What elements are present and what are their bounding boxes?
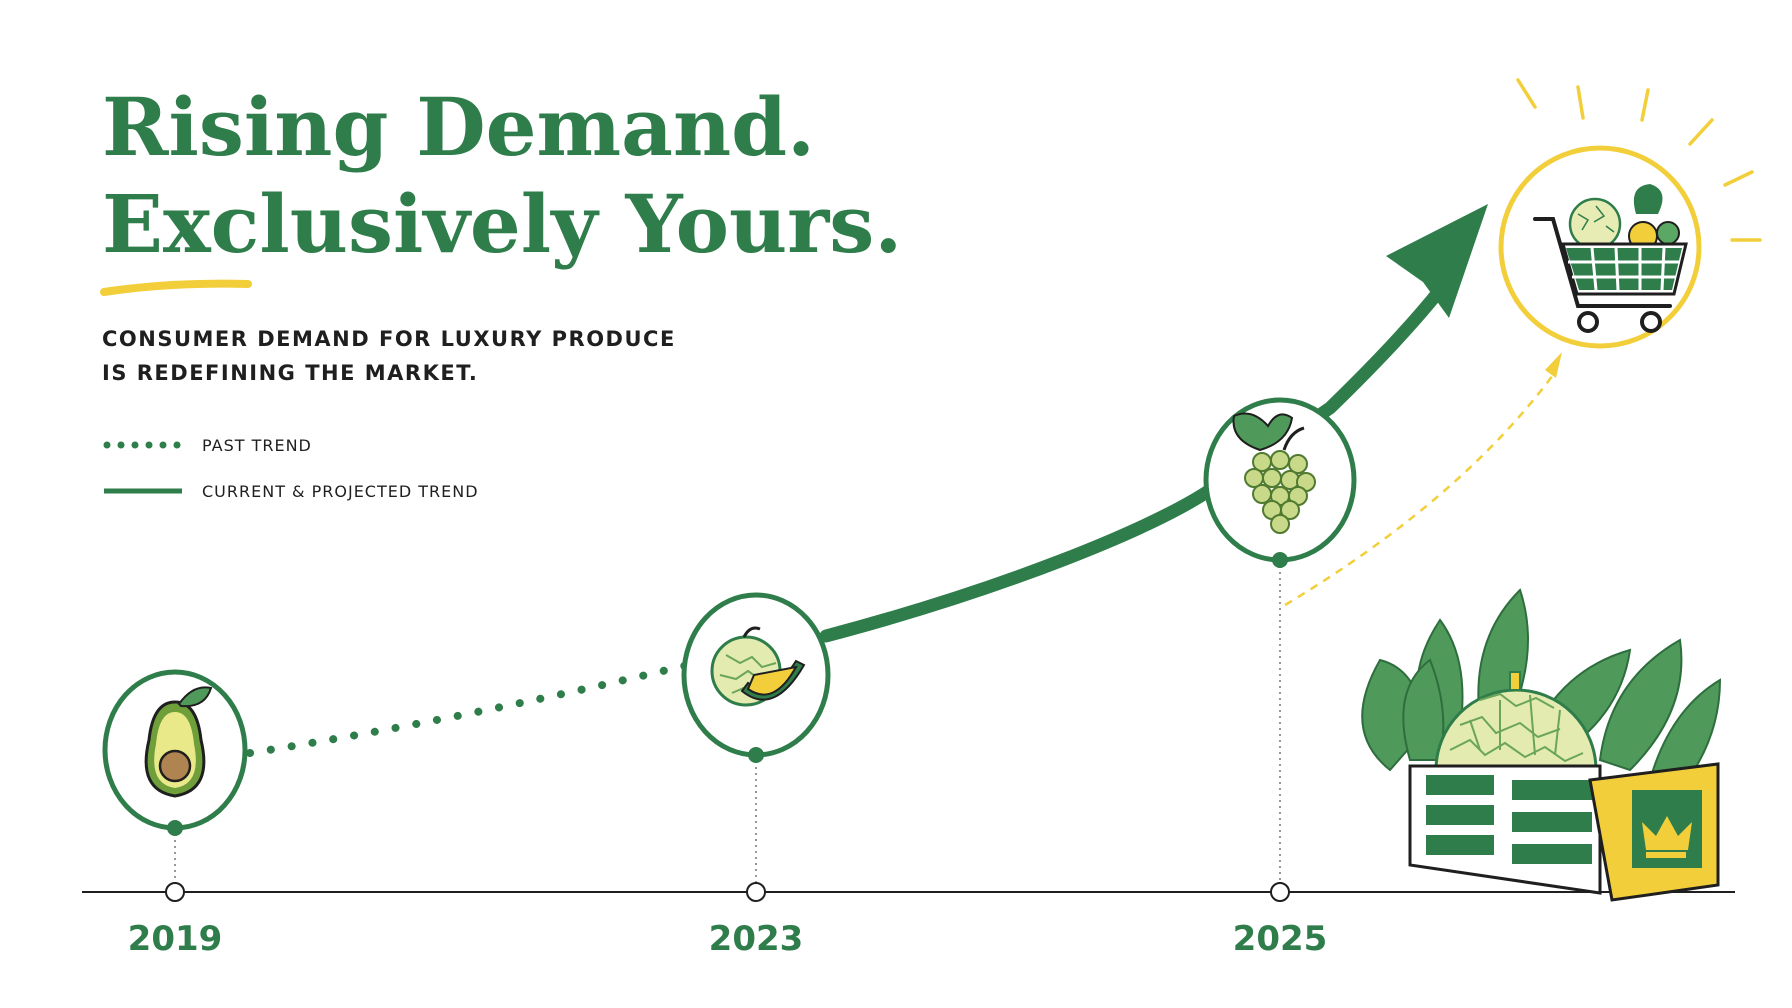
year-label-2023: 2023 [709,919,804,959]
current-trend-line [819,283,1447,643]
axis-tick [165,882,185,902]
legend-current-label: CURRENT & PROJECTED TREND [202,482,479,501]
title-line-1: Rising Demand. [102,80,815,174]
milestone-dot [167,820,183,836]
subtitle-line-2: IS REDEFINING THE MARKET. [102,361,478,385]
shopping-cart-icon [1498,78,1762,349]
axis-tick [1270,882,1290,902]
projected-line [1284,374,1555,607]
axis-tick [746,882,766,902]
legend-past-label: PAST TREND [202,436,312,455]
milestone-dot [748,747,764,763]
trend-arrowhead [1386,204,1488,318]
past-trend-line [246,661,692,757]
milestone-2019: 2019 [102,669,248,959]
year-label-2019: 2019 [128,919,223,959]
milestone-dot [1272,552,1288,568]
legend-dotted-swatch [103,441,181,449]
title-line-2: Exclusively Yours. [102,177,902,271]
legend: PAST TREND CURRENT & PROJECTED TREND [103,436,479,501]
title-underline [100,279,252,296]
subtitle-line-1: CONSUMER DEMAND FOR LUXURY PRODUCE [102,327,676,351]
milestone-2025: 2025 [1203,397,1357,959]
produce-crate-icon [1361,588,1722,902]
avocado-icon [144,686,213,798]
melon-icon [710,626,806,707]
year-label-2025: 2025 [1233,919,1328,959]
milestone-2023: 2023 [681,592,831,959]
grapes-icon [1232,412,1316,534]
projected-arrowhead [1545,352,1562,378]
